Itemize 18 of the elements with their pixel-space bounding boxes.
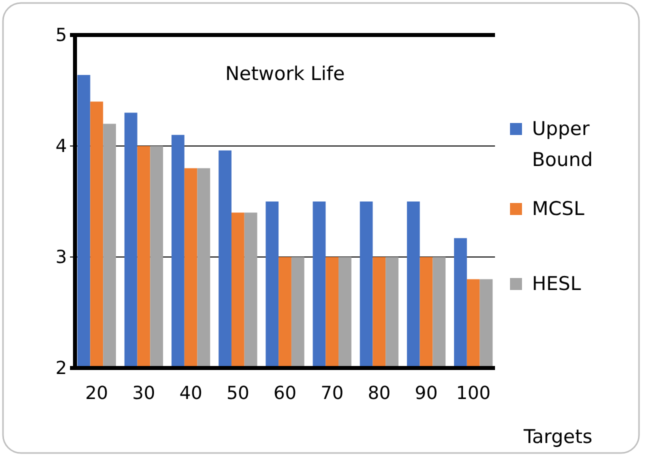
x-tick-label: 70 xyxy=(320,382,344,404)
y-tick-label: 3 xyxy=(56,246,67,268)
legend-label: Upper Bound xyxy=(532,118,593,171)
legend-label: MCSL xyxy=(532,198,585,220)
y-tick-label: 2 xyxy=(56,358,67,379)
x-tick-label: 100 xyxy=(456,382,491,404)
x-tick-label: 60 xyxy=(274,382,296,404)
x-tick-label: 40 xyxy=(179,382,202,404)
text: Network Life xyxy=(225,63,345,85)
y-tick-label: 4 xyxy=(56,136,67,157)
legend-label: HESL xyxy=(532,273,582,295)
x-tick-label: 50 xyxy=(226,382,250,404)
x-tick-label: 30 xyxy=(132,382,156,404)
y-tick-label: 5 xyxy=(56,24,67,46)
x-tick-label: 90 xyxy=(414,382,438,404)
x-tick-label: 20 xyxy=(85,382,108,404)
x-axis-title: Targets xyxy=(522,426,592,448)
x-tick-label: 80 xyxy=(368,382,391,404)
